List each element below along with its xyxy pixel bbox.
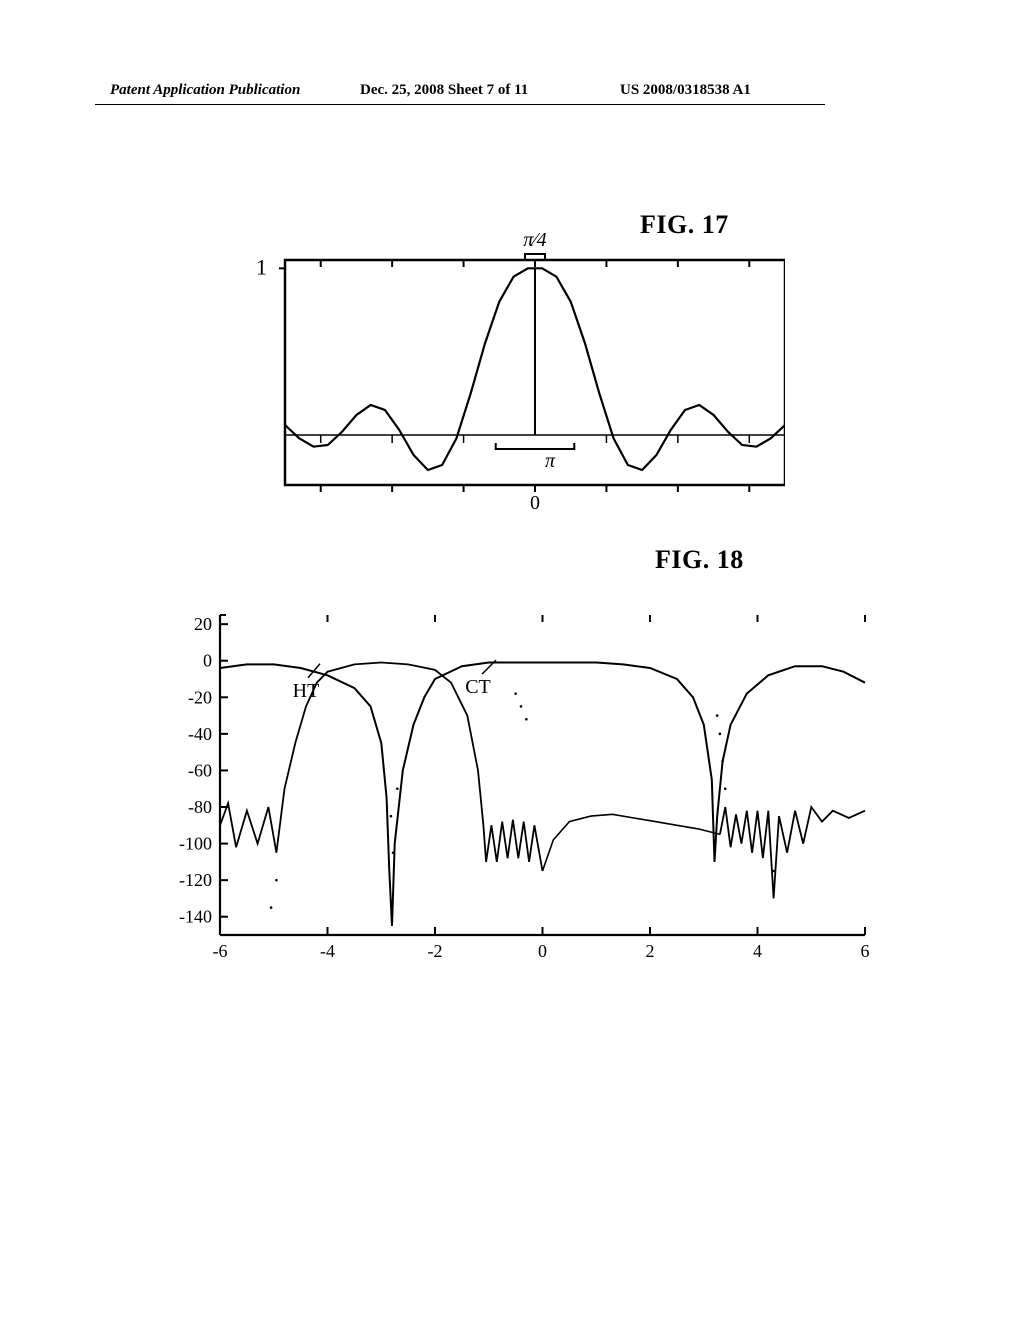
- header-rule: [95, 104, 825, 105]
- svg-text:HT: HT: [293, 680, 320, 702]
- svg-text:-40: -40: [188, 724, 212, 744]
- svg-text:CT: CT: [465, 676, 491, 698]
- svg-text:-6: -6: [213, 941, 228, 960]
- svg-text:20: 20: [194, 614, 212, 634]
- header-center: Dec. 25, 2008 Sheet 7 of 11: [360, 82, 528, 99]
- svg-text:0: 0: [203, 651, 212, 671]
- header-left: Patent Application Publication: [110, 82, 300, 99]
- header-right: US 2008/0318538 A1: [620, 82, 751, 99]
- svg-text:π: π: [545, 450, 556, 472]
- svg-text:-2: -2: [428, 941, 443, 960]
- svg-text:0: 0: [530, 492, 540, 510]
- svg-text:-80: -80: [188, 797, 212, 817]
- svg-text:-100: -100: [179, 834, 212, 854]
- fig17-svg: 1 0 π π⁄4: [225, 225, 785, 510]
- fig17-chart: 1 0 π π⁄4: [225, 225, 785, 510]
- fig18-label: FIG. 18: [655, 545, 744, 575]
- fig18-svg: 200-20-40-60-80-100-120-140-6-4-20246HTC…: [155, 600, 875, 960]
- svg-text:-120: -120: [179, 870, 212, 890]
- svg-text:4: 4: [753, 941, 762, 960]
- svg-text:6: 6: [861, 941, 870, 960]
- svg-text:2: 2: [646, 941, 655, 960]
- svg-text:π⁄4: π⁄4: [523, 229, 546, 251]
- svg-text:-20: -20: [188, 687, 212, 707]
- svg-text:0: 0: [538, 941, 547, 960]
- fig18-chart: 200-20-40-60-80-100-120-140-6-4-20246HTC…: [155, 600, 875, 960]
- svg-text:-4: -4: [320, 941, 335, 960]
- svg-text:-140: -140: [179, 907, 212, 927]
- svg-text:-60: -60: [188, 760, 212, 780]
- svg-text:1: 1: [256, 254, 267, 279]
